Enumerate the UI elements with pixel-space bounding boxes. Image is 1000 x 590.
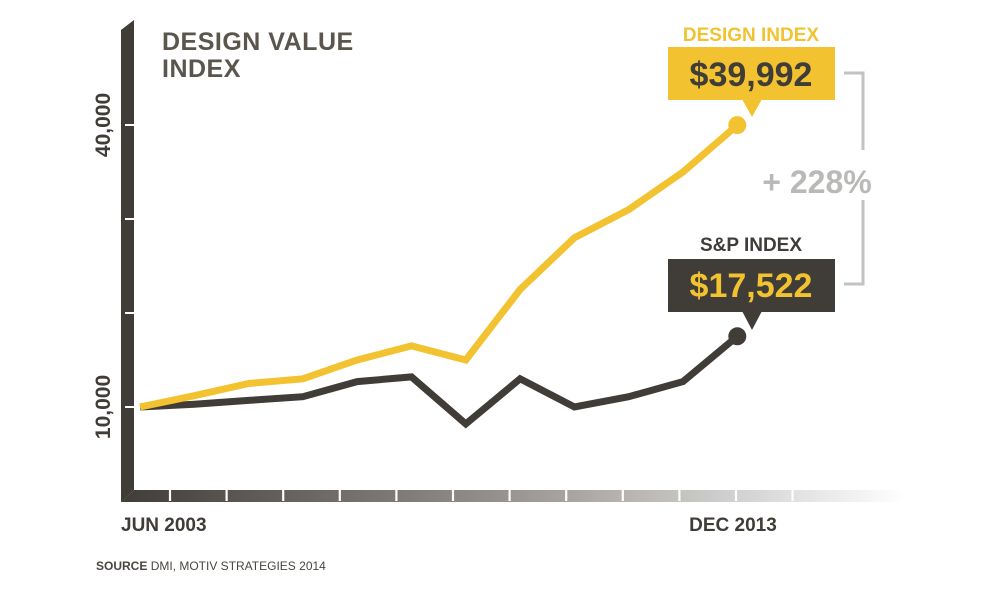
sp-index-value: $17,522 — [690, 267, 813, 305]
design-index-end-point — [728, 116, 747, 135]
sp-index-name: S&P INDEX — [700, 235, 802, 256]
sp-index-callout-box — [668, 259, 835, 312]
series-line-sp-index — [139, 333, 740, 429]
x-axis-floor — [121, 490, 905, 502]
y-axis-wall — [121, 20, 134, 502]
source-note: SOURCE DMI, MOTIV STRATEGIES 2014 — [96, 559, 326, 573]
sp-index-end-point — [728, 327, 747, 346]
difference-bracket-bottom — [844, 200, 865, 286]
difference-bracket-top — [844, 71, 865, 150]
design-index-name: DESIGN INDEX — [683, 25, 820, 46]
chart-title-line-1: DESIGN VALUE — [162, 28, 354, 56]
x-label-end: DEC 2013 — [689, 515, 777, 536]
y-tick-label-40000: 40,000 — [92, 93, 115, 157]
source-label: SOURCE — [96, 559, 147, 573]
series-line-design-index — [139, 122, 740, 411]
source-text: DMI, MOTIV STRATEGIES 2014 — [151, 559, 326, 573]
design-index-callout-box — [668, 47, 835, 100]
design-index-value: $39,992 — [690, 56, 813, 94]
x-label-start: JUN 2003 — [121, 515, 207, 536]
chart-title-line-2: INDEX — [162, 55, 241, 83]
design-index-callout-pointer — [742, 99, 762, 117]
y-tick-label-10000: 10,000 — [92, 375, 115, 439]
sp-index-callout-pointer — [742, 311, 762, 330]
difference-label: + 228% — [762, 164, 871, 200]
